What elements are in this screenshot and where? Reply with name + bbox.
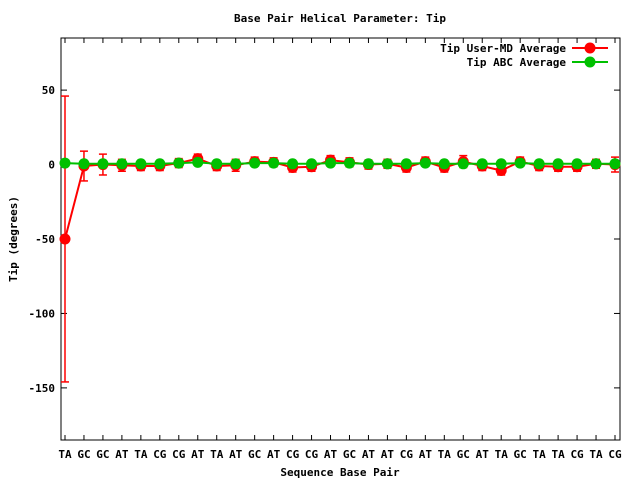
x-tick-label: CG (153, 448, 167, 461)
y-axis-label: Tip (degrees) (7, 196, 20, 282)
abc-point (173, 157, 185, 169)
legend-marker-user-md (584, 42, 596, 54)
abc-point (97, 158, 109, 170)
abc-point (552, 158, 564, 170)
abc-point (192, 156, 204, 168)
x-tick-label: CG (608, 448, 622, 461)
y-tick-label: 0 (48, 159, 55, 172)
abc-point (230, 158, 242, 170)
x-tick-label: TA (58, 448, 72, 461)
y-tick-label: 50 (42, 84, 55, 97)
abc-point (362, 158, 374, 170)
abc-point (59, 157, 71, 169)
x-axis-label: Sequence Base Pair (280, 466, 400, 479)
abc-point (476, 158, 488, 170)
chart-title: Base Pair Helical Parameter: Tip (234, 12, 446, 25)
series-abc (59, 156, 621, 170)
abc-line (64, 161, 615, 165)
series-user-md (59, 95, 621, 383)
abc-point (268, 157, 280, 169)
x-axis: TA GC GC AT TA CG CG AT TA AT GC AT CG CG AT GC AT AT CG AT… (58, 38, 622, 461)
x-tick-label: TA (495, 448, 509, 461)
x-tick-label: AT (229, 448, 243, 461)
legend: Tip User-MD Average Tip ABC Average (440, 42, 608, 69)
x-tick-label: TA (210, 448, 224, 461)
legend-label-user-md: Tip User-MD Average (440, 42, 566, 55)
abc-point (590, 158, 602, 170)
x-tick-label: AT (324, 448, 338, 461)
x-tick-label: AT (476, 448, 490, 461)
abc-point (211, 158, 223, 170)
x-tick-label: CG (570, 448, 584, 461)
x-tick-label: AT (381, 448, 395, 461)
y-tick-label: -150 (29, 382, 56, 395)
abc-point (78, 158, 90, 170)
x-tick-label: GC (96, 448, 109, 461)
x-tick-label: TA (533, 448, 547, 461)
abc-point (438, 158, 450, 170)
y-axis: 50 0 -50 -100 -150 (29, 84, 620, 395)
x-tick-label: AT (362, 448, 376, 461)
x-tick-label: AT (191, 448, 205, 461)
x-tick-label: CG (400, 448, 414, 461)
plot-frame (60, 37, 621, 441)
abc-point (116, 158, 128, 170)
user-md-point (59, 233, 71, 245)
abc-point (514, 157, 526, 169)
x-tick-label: TA (589, 448, 603, 461)
abc-point (400, 158, 412, 170)
abc-point (419, 157, 431, 169)
y-tick-label: -100 (29, 307, 56, 320)
x-tick-label: GC (514, 448, 527, 461)
x-tick-label: CG (286, 448, 300, 461)
x-tick-label: CG (172, 448, 186, 461)
abc-point (381, 158, 393, 170)
x-tick-label: GC (343, 448, 356, 461)
x-tick-label: TA (438, 448, 452, 461)
abc-point (287, 158, 299, 170)
abc-point (609, 158, 621, 170)
legend-label-abc: Tip ABC Average (467, 56, 567, 69)
abc-point (457, 158, 469, 170)
abc-point (325, 157, 337, 169)
legend-marker-abc (584, 56, 596, 68)
x-tick-label: GC (248, 448, 261, 461)
x-tick-label: TA (551, 448, 565, 461)
abc-point (495, 158, 507, 170)
x-tick-label: GC (77, 448, 90, 461)
abc-point (154, 158, 166, 170)
x-tick-label: AT (115, 448, 129, 461)
x-tick-label: CG (305, 448, 319, 461)
abc-point (135, 158, 147, 170)
abc-point (306, 158, 318, 170)
x-tick-label: GC (457, 448, 470, 461)
y-tick-label: -50 (35, 233, 55, 246)
x-tick-label: AT (267, 448, 281, 461)
abc-point (249, 157, 261, 169)
user-md-line (64, 157, 616, 240)
abc-point (343, 157, 355, 169)
abc-point (533, 158, 545, 170)
x-tick-label: TA (134, 448, 148, 461)
abc-point (571, 158, 583, 170)
x-tick-label: AT (419, 448, 433, 461)
